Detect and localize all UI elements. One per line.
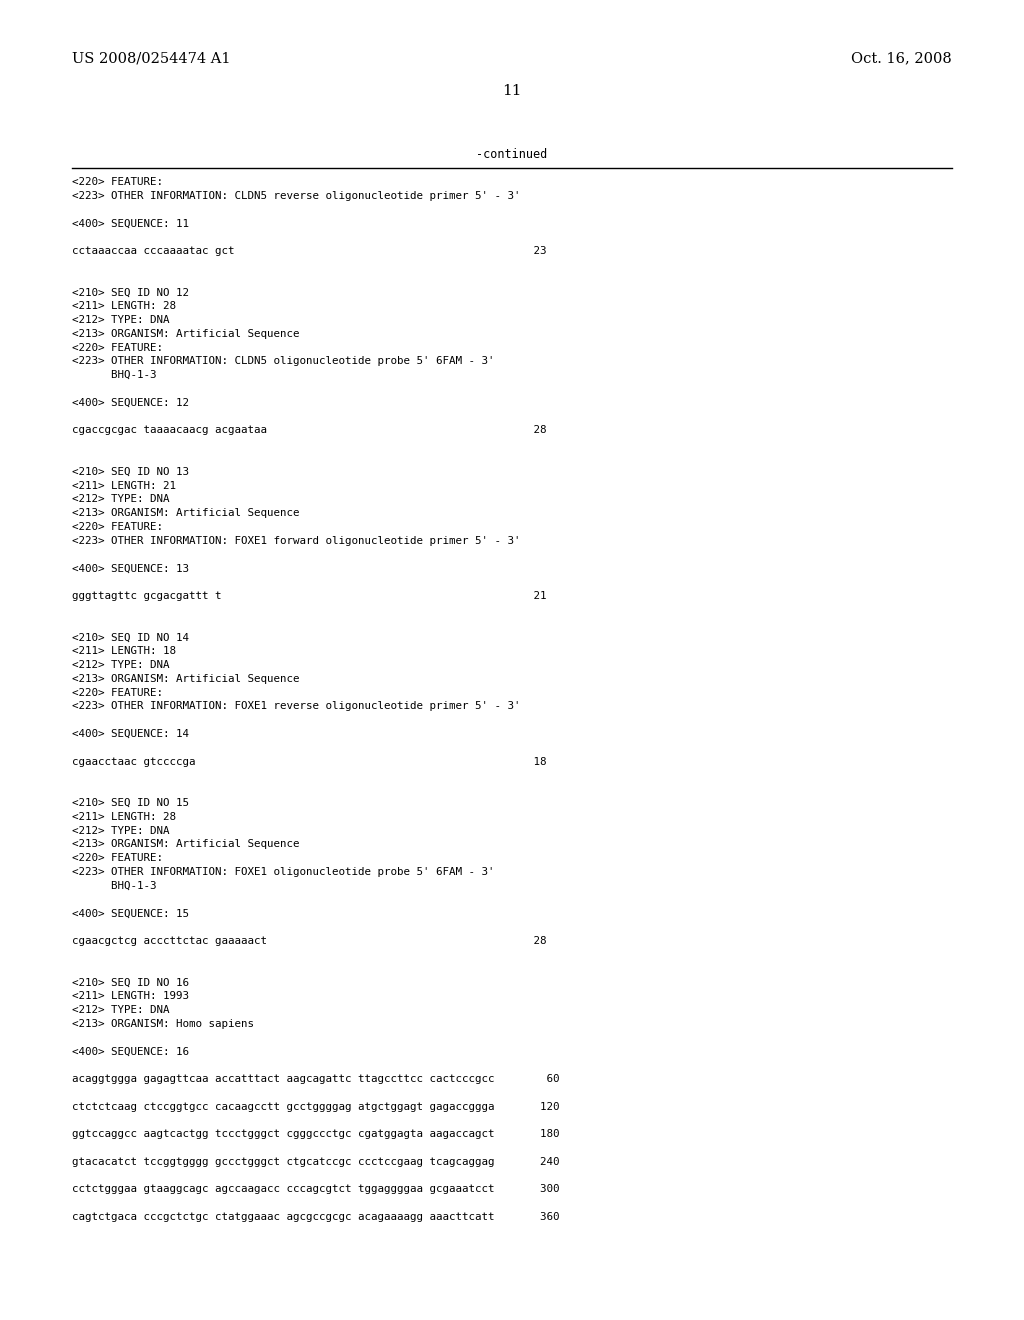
Text: <220> FEATURE:: <220> FEATURE: (72, 853, 163, 863)
Text: <400> SEQUENCE: 15: <400> SEQUENCE: 15 (72, 908, 189, 919)
Text: gggttagttc gcgacgattt t                                                21: gggttagttc gcgacgattt t 21 (72, 591, 547, 601)
Text: <213> ORGANISM: Artificial Sequence: <213> ORGANISM: Artificial Sequence (72, 673, 299, 684)
Text: acaggtggga gagagttcaa accatttact aagcagattc ttagccttcc cactcccgcc        60: acaggtggga gagagttcaa accatttact aagcaga… (72, 1074, 559, 1084)
Text: <213> ORGANISM: Artificial Sequence: <213> ORGANISM: Artificial Sequence (72, 840, 299, 849)
Text: <220> FEATURE:: <220> FEATURE: (72, 521, 163, 532)
Text: <220> FEATURE:: <220> FEATURE: (72, 343, 163, 352)
Text: cgaccgcgac taaaacaacg acgaataa                                         28: cgaccgcgac taaaacaacg acgaataa 28 (72, 425, 547, 436)
Text: <223> OTHER INFORMATION: FOXE1 reverse oligonucleotide primer 5' - 3': <223> OTHER INFORMATION: FOXE1 reverse o… (72, 701, 520, 711)
Text: 11: 11 (502, 84, 522, 98)
Text: <223> OTHER INFORMATION: CLDN5 oligonucleotide probe 5' 6FAM - 3': <223> OTHER INFORMATION: CLDN5 oligonucl… (72, 356, 495, 367)
Text: <220> FEATURE:: <220> FEATURE: (72, 177, 163, 187)
Text: <400> SEQUENCE: 11: <400> SEQUENCE: 11 (72, 218, 189, 228)
Text: ctctctcaag ctccggtgcc cacaagcctt gcctggggag atgctggagt gagaccggga       120: ctctctcaag ctccggtgcc cacaagcctt gcctggg… (72, 1102, 559, 1111)
Text: BHQ-1-3: BHQ-1-3 (72, 370, 157, 380)
Text: Oct. 16, 2008: Oct. 16, 2008 (851, 51, 952, 65)
Text: <212> TYPE: DNA: <212> TYPE: DNA (72, 495, 170, 504)
Text: <211> LENGTH: 18: <211> LENGTH: 18 (72, 647, 176, 656)
Text: BHQ-1-3: BHQ-1-3 (72, 880, 157, 891)
Text: <211> LENGTH: 21: <211> LENGTH: 21 (72, 480, 176, 491)
Text: cgaacctaac gtccccga                                                    18: cgaacctaac gtccccga 18 (72, 756, 547, 767)
Text: cgaacgctcg acccttctac gaaaaact                                         28: cgaacgctcg acccttctac gaaaaact 28 (72, 936, 547, 946)
Text: <400> SEQUENCE: 16: <400> SEQUENCE: 16 (72, 1047, 189, 1056)
Text: <210> SEQ ID NO 15: <210> SEQ ID NO 15 (72, 799, 189, 808)
Text: <210> SEQ ID NO 16: <210> SEQ ID NO 16 (72, 977, 189, 987)
Text: <210> SEQ ID NO 12: <210> SEQ ID NO 12 (72, 288, 189, 297)
Text: <400> SEQUENCE: 12: <400> SEQUENCE: 12 (72, 397, 189, 408)
Text: <211> LENGTH: 28: <211> LENGTH: 28 (72, 812, 176, 822)
Text: ggtccaggcc aagtcactgg tccctgggct cgggccctgc cgatggagta aagaccagct       180: ggtccaggcc aagtcactgg tccctgggct cgggccc… (72, 1129, 559, 1139)
Text: <223> OTHER INFORMATION: FOXE1 forward oligonucleotide primer 5' - 3': <223> OTHER INFORMATION: FOXE1 forward o… (72, 536, 520, 545)
Text: cctctgggaa gtaaggcagc agccaagacc cccagcgtct tggaggggaa gcgaaatcct       300: cctctgggaa gtaaggcagc agccaagacc cccagcg… (72, 1184, 559, 1195)
Text: <400> SEQUENCE: 13: <400> SEQUENCE: 13 (72, 564, 189, 573)
Text: <223> OTHER INFORMATION: FOXE1 oligonucleotide probe 5' 6FAM - 3': <223> OTHER INFORMATION: FOXE1 oligonucl… (72, 867, 495, 876)
Text: <212> TYPE: DNA: <212> TYPE: DNA (72, 1005, 170, 1015)
Text: US 2008/0254474 A1: US 2008/0254474 A1 (72, 51, 230, 65)
Text: <212> TYPE: DNA: <212> TYPE: DNA (72, 315, 170, 325)
Text: <400> SEQUENCE: 14: <400> SEQUENCE: 14 (72, 729, 189, 739)
Text: <212> TYPE: DNA: <212> TYPE: DNA (72, 825, 170, 836)
Text: cctaaaccaa cccaaaatac gct                                              23: cctaaaccaa cccaaaatac gct 23 (72, 246, 547, 256)
Text: <212> TYPE: DNA: <212> TYPE: DNA (72, 660, 170, 671)
Text: <213> ORGANISM: Artificial Sequence: <213> ORGANISM: Artificial Sequence (72, 508, 299, 519)
Text: <220> FEATURE:: <220> FEATURE: (72, 688, 163, 697)
Text: -continued: -continued (476, 148, 548, 161)
Text: <210> SEQ ID NO 13: <210> SEQ ID NO 13 (72, 467, 189, 477)
Text: <223> OTHER INFORMATION: CLDN5 reverse oligonucleotide primer 5' - 3': <223> OTHER INFORMATION: CLDN5 reverse o… (72, 191, 520, 201)
Text: <210> SEQ ID NO 14: <210> SEQ ID NO 14 (72, 632, 189, 643)
Text: gtacacatct tccggtgggg gccctgggct ctgcatccgc ccctccgaag tcagcaggag       240: gtacacatct tccggtgggg gccctgggct ctgcatc… (72, 1156, 559, 1167)
Text: cagtctgaca cccgctctgc ctatggaaac agcgccgcgc acagaaaagg aaacttcatt       360: cagtctgaca cccgctctgc ctatggaaac agcgccg… (72, 1212, 559, 1222)
Text: <213> ORGANISM: Artificial Sequence: <213> ORGANISM: Artificial Sequence (72, 329, 299, 339)
Text: <213> ORGANISM: Homo sapiens: <213> ORGANISM: Homo sapiens (72, 1019, 254, 1028)
Text: <211> LENGTH: 28: <211> LENGTH: 28 (72, 301, 176, 312)
Text: <211> LENGTH: 1993: <211> LENGTH: 1993 (72, 991, 189, 1001)
